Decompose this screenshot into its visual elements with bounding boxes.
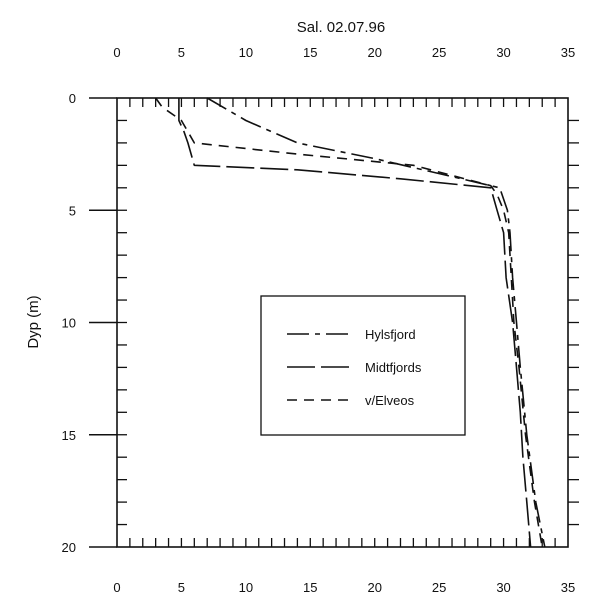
legend-label-2: Midtfjords — [365, 360, 422, 375]
x-tick-label-top: 25 — [432, 45, 446, 60]
x-tick-label-bottom: 5 — [178, 580, 185, 595]
y-tick-label: 20 — [62, 540, 76, 555]
y-tick-label: 5 — [69, 203, 76, 218]
series-line-1 — [206, 97, 546, 548]
y-tick-label: 0 — [69, 91, 76, 106]
x-tick-label-top: 35 — [561, 45, 575, 60]
x-tick-label-bottom: 30 — [496, 580, 510, 595]
x-tick-label-top: 10 — [239, 45, 253, 60]
x-tick-label-top: 0 — [113, 45, 120, 60]
x-tick-label-top: 30 — [496, 45, 510, 60]
y-tick-label: 10 — [62, 316, 76, 331]
x-tick-label-top: 5 — [178, 45, 185, 60]
y-tick-label: 15 — [62, 428, 76, 443]
series-line-2 — [178, 98, 532, 548]
legend-label-1: Hylsfjord — [365, 327, 416, 342]
legend-label-3: v/Elveos — [365, 393, 415, 408]
x-tick-label-bottom: 0 — [113, 580, 120, 595]
series-line-3 — [155, 97, 543, 548]
legend-box — [260, 295, 466, 436]
y-axis-label: Dyp (m) — [25, 295, 42, 348]
chart-title: Sal. 02.07.96 — [297, 19, 385, 36]
x-tick-label-bottom: 20 — [367, 580, 381, 595]
x-tick-label-top: 15 — [303, 45, 317, 60]
x-tick-label-top: 20 — [367, 45, 381, 60]
axis-tick-labels: 0 0 5 5 10 10 15 15 20 20 25 25 30 30 35 35 0 5 10 15 20 — [62, 45, 576, 595]
x-tick-label-bottom: 10 — [239, 580, 253, 595]
x-tick-label-bottom: 25 — [432, 580, 446, 595]
series-lines — [155, 97, 546, 548]
x-tick-label-bottom: 35 — [561, 580, 575, 595]
x-tick-label-bottom: 15 — [303, 580, 317, 595]
axis-ticks — [89, 97, 579, 548]
legend: Hylsfjord Midtfjords v/Elveos — [260, 295, 466, 436]
plot-frame — [116, 97, 569, 548]
